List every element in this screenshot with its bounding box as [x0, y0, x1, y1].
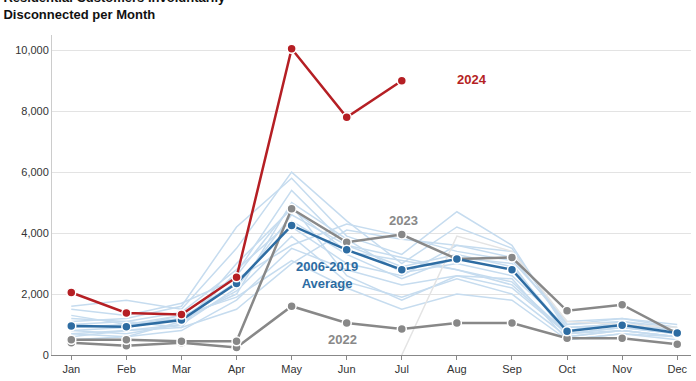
svg-text:10,000: 10,000: [15, 44, 49, 56]
svg-text:Mar: Mar: [172, 363, 191, 375]
svg-text:Dec: Dec: [667, 363, 687, 375]
svg-text:6,000: 6,000: [21, 166, 49, 178]
svg-text:Sep: Sep: [502, 363, 522, 375]
svg-text:2024: 2024: [457, 72, 487, 87]
svg-text:Oct: Oct: [558, 363, 575, 375]
svg-text:Jul: Jul: [395, 363, 409, 375]
svg-text:0: 0: [43, 349, 49, 361]
svg-text:4,000: 4,000: [21, 227, 49, 239]
svg-text:2023: 2023: [389, 213, 418, 228]
svg-text:Aug: Aug: [447, 363, 467, 375]
svg-text:Jan: Jan: [62, 363, 80, 375]
svg-text:8,000: 8,000: [21, 105, 49, 117]
svg-text:Apr: Apr: [228, 363, 245, 375]
svg-text:Feb: Feb: [117, 363, 136, 375]
svg-text:2006-2019Average: 2006-2019Average: [296, 259, 358, 291]
svg-text:2,000: 2,000: [21, 288, 49, 300]
svg-text:Nov: Nov: [612, 363, 632, 375]
svg-text:Jun: Jun: [338, 363, 356, 375]
svg-text:May: May: [281, 363, 302, 375]
svg-text:Residential Customers Involunt: Residential Customers InvoluntarilyDisco…: [3, 0, 226, 22]
svg-text:2022: 2022: [328, 332, 357, 347]
